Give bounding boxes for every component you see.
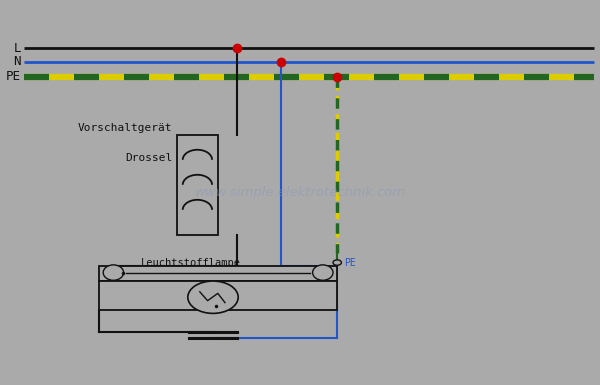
Ellipse shape [313, 265, 333, 280]
Bar [99, 266, 337, 281]
Text: N: N [14, 55, 21, 68]
Circle shape [333, 260, 341, 265]
Text: Drossel: Drossel [125, 153, 172, 163]
Text: www.simple.elektrotechnik.com: www.simple.elektrotechnik.com [194, 186, 406, 199]
Text: L: L [14, 42, 21, 55]
Ellipse shape [103, 265, 124, 280]
Text: PE: PE [344, 258, 356, 268]
Bar [177, 135, 218, 235]
Text: Starter: Starter [245, 290, 293, 300]
Text: Leuchtstofflampe: Leuchtstofflampe [141, 258, 241, 268]
Text: Vorschaltgerät: Vorschaltgerät [77, 123, 172, 133]
Bar [99, 281, 337, 310]
Circle shape [188, 281, 238, 313]
Text: PE: PE [6, 70, 21, 84]
